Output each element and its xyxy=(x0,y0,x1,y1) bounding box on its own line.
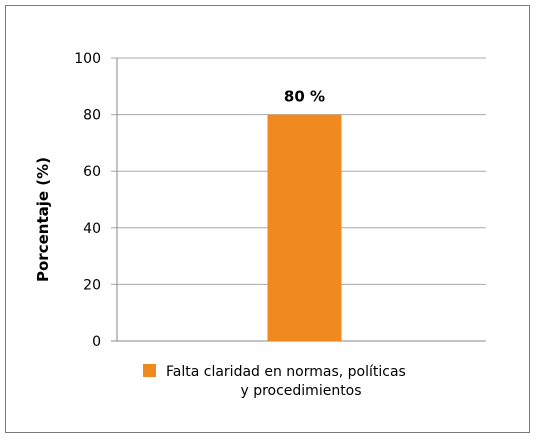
data-labels: 80 % xyxy=(284,88,325,106)
y-tick-label: 80 xyxy=(83,108,101,124)
legend-swatch xyxy=(143,364,156,377)
y-tick-label: 40 xyxy=(83,221,101,237)
y-tick-label: 100 xyxy=(74,51,101,67)
bars xyxy=(267,114,342,341)
legend-label-line-2: y procedimientos xyxy=(240,383,361,399)
y-tick-label: 60 xyxy=(83,164,101,180)
y-axis-label: Porcentaje (%) xyxy=(34,157,52,282)
y-tick-label: 0 xyxy=(92,334,101,350)
y-tick-labels: 0 20 40 60 80 100 xyxy=(74,51,101,350)
legend: Falta claridad en normas, políticas y pr… xyxy=(143,364,406,399)
bar xyxy=(267,114,342,341)
legend-label-line-1: Falta claridad en normas, políticas xyxy=(166,364,406,380)
bar-data-label: 80 % xyxy=(284,88,325,106)
y-tick-label: 20 xyxy=(83,277,101,293)
